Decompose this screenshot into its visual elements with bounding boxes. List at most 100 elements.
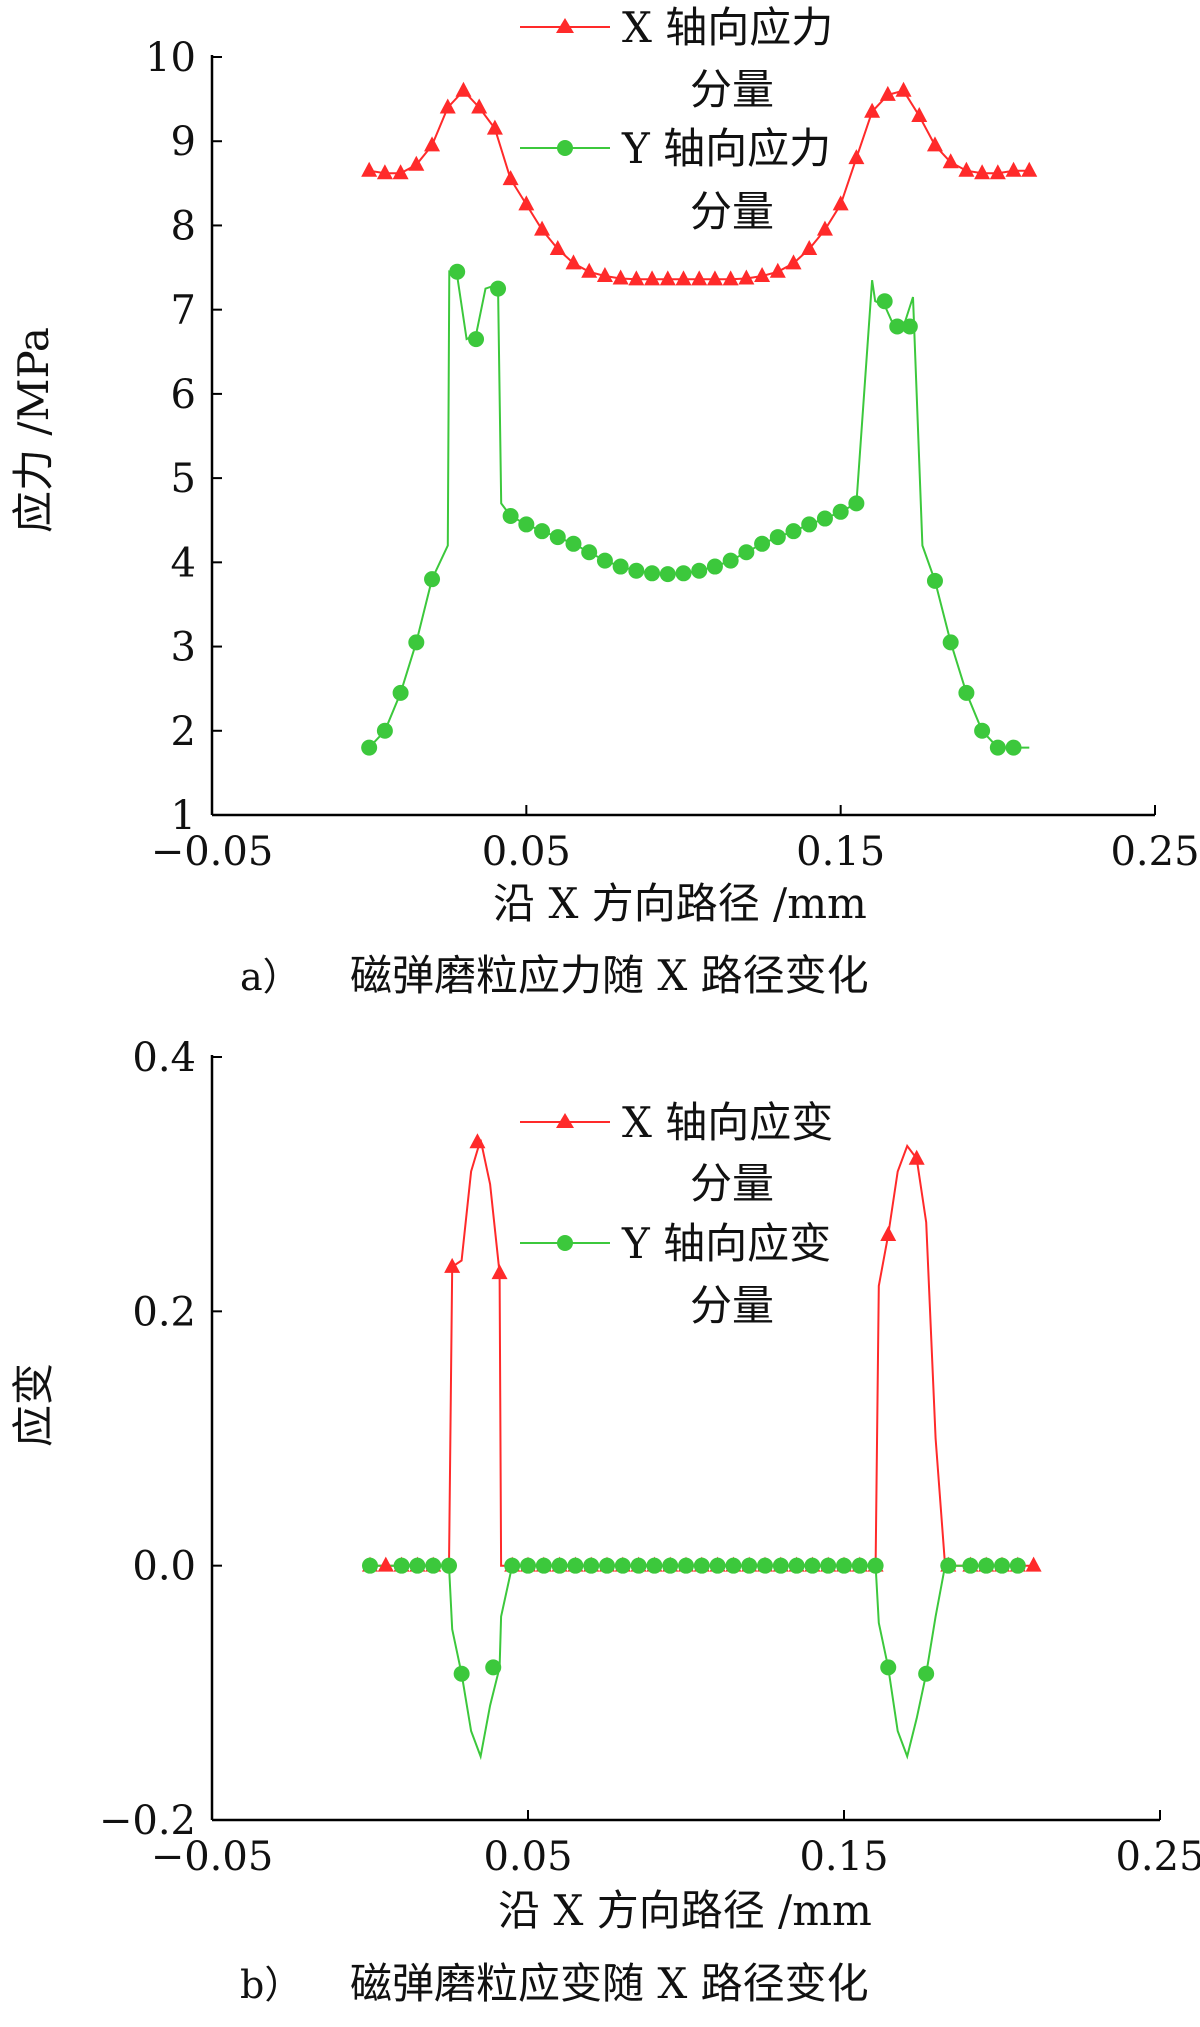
chart-a-point-x (439, 98, 456, 114)
chart-a-point-x (361, 161, 378, 177)
chart-b-point-y (441, 1557, 457, 1574)
chart-b-point-y (614, 1557, 631, 1574)
chart-b-point-y (504, 1557, 521, 1574)
chart-a-point-x (974, 164, 991, 180)
chart-a-ytick-label: 4 (171, 540, 196, 586)
chart-b-ytick-label: 0.4 (132, 1035, 196, 1081)
chart-b-xtick-label: 0.05 (483, 1834, 572, 1880)
chart-a-point-y (659, 566, 676, 583)
chart-b-point-y (836, 1557, 852, 1574)
chart-a-point-x (801, 240, 818, 256)
chart-b-xtick-label: 0.15 (799, 1834, 888, 1880)
chart-a-point-y (722, 552, 739, 569)
chart-b-series-markers (362, 1133, 1042, 1682)
chart-a-series-line-x (369, 89, 1030, 281)
chart-b-point-y (535, 1557, 552, 1574)
chart-a-point-y (876, 293, 893, 310)
chart-a-ytick-label: 2 (171, 709, 196, 755)
chart-a-point-y (408, 634, 425, 651)
chart-b-xlabel: 沿 X 方向路径 /mm (498, 1886, 872, 1935)
chart-a-xtick-label: 0.15 (796, 829, 885, 875)
chart-a-point-x (864, 102, 881, 118)
chart-a-legend-marker-y (557, 140, 573, 156)
chart-b-series-line-y (370, 1564, 1018, 1761)
chart-b-point-y (409, 1557, 426, 1574)
chart-a-point-y (901, 318, 918, 335)
chart-b-caption-label: b） (240, 1963, 302, 2007)
chart-a-point-x (486, 119, 503, 135)
chart-a-point-x (675, 270, 692, 286)
chart-b-point-y (851, 1557, 868, 1574)
chart-b-xtick-label: 0.25 (1115, 1834, 1200, 1880)
chart-b-point-y (820, 1557, 837, 1574)
chart-b-legend-label-y-2: 分量 (690, 1281, 774, 1330)
chart-a-point-y (848, 495, 865, 512)
chart-a-point-y (801, 516, 818, 533)
chart-a-point-x (895, 81, 912, 97)
chart-a-point-y (518, 516, 535, 533)
chart-a-ytick-label: 7 (171, 288, 196, 334)
chart-a-point-y (769, 529, 786, 546)
chart-a-point-y (376, 722, 393, 739)
chart-b-point-y (362, 1557, 378, 1574)
chart-a-legend: X 轴向应力 分量 Y 轴向应力 分量 (520, 3, 833, 236)
chart-a-point-x (502, 170, 519, 186)
chart-a-point-y (628, 562, 645, 579)
chart-a-point-y (565, 535, 582, 552)
chart-a-point-x (659, 270, 676, 286)
chart-a-ytick-label: 10 (145, 35, 196, 81)
chart-a-point-y (785, 523, 802, 540)
chart-b-point-y (646, 1557, 663, 1574)
chart-a-legend-label-x: X 轴向应力 (622, 3, 833, 52)
chart-a-point-y (974, 722, 991, 739)
chart-a: 1 2 3 4 5 6 7 8 9 10 −0.05 0.05 0.15 0.25 X 轴向应力 分量 … (9, 3, 1200, 1000)
chart-a-caption: 磁弹磨粒应力随 X 路径变化 (350, 951, 869, 1000)
chart-b-point-x (880, 1226, 897, 1242)
chart-b-ytick-label: 0.0 (132, 1544, 196, 1590)
chart-a-point-y (816, 510, 833, 527)
chart-b-point-y (709, 1557, 726, 1574)
chart-a-point-x (376, 164, 393, 180)
chart-a-xlabel: 沿 X 方向路径 /mm (493, 879, 867, 928)
chart-a-point-x (612, 269, 629, 285)
chart-b-point-y (725, 1557, 742, 1574)
chart-b-plot-area: −0.2 0.0 0.2 0.4 −0.05 0.05 0.15 0.25 (99, 1035, 1200, 1880)
chart-a-x-ticks: −0.05 0.05 0.15 0.25 (151, 805, 1200, 875)
chart-a-point-x (644, 270, 661, 286)
chart-a-plot-area: 1 2 3 4 5 6 7 8 9 10 −0.05 0.05 0.15 0.25 (145, 35, 1199, 875)
chart-a-xtick-label: 0.05 (482, 829, 571, 875)
chart-a-point-y (754, 535, 771, 552)
chart-b-point-y (630, 1557, 647, 1574)
chart-a-point-y (738, 544, 755, 561)
chart-a-point-x (1021, 161, 1038, 177)
chart-b-point-y (918, 1665, 935, 1682)
chart-a-point-x (581, 262, 598, 278)
chart-a-point-y (926, 572, 943, 589)
chart-b-y-ticks: −0.2 0.0 0.2 0.4 (99, 1035, 222, 1844)
chart-a-legend-label-x-2: 分量 (690, 65, 774, 114)
chart-b-point-y (678, 1557, 694, 1574)
chart-a-point-y (361, 739, 378, 756)
chart-a-point-x (958, 161, 975, 177)
chart-b-point-y (583, 1557, 600, 1574)
chart-a-point-y (889, 318, 906, 335)
chart-a-point-y (706, 558, 723, 575)
chart-a-point-x (942, 153, 959, 169)
chart-a-point-x (471, 98, 488, 114)
chart-b-point-y (994, 1557, 1010, 1574)
chart-a-point-y (1005, 739, 1022, 756)
chart-b-point-x (444, 1257, 461, 1273)
chart-a-point-y (490, 280, 507, 297)
chart-a-point-y (468, 331, 485, 348)
chart-a-point-x (455, 81, 472, 97)
chart-a-point-y (449, 263, 466, 280)
chart-b-legend: X 轴向应变 分量 Y 轴向应变 分量 (520, 1098, 833, 1330)
chart-a-point-x (706, 270, 723, 286)
chart-b-xtick-label: −0.05 (151, 1834, 274, 1880)
chart-a-point-y (832, 503, 849, 520)
chart-a-point-x (754, 266, 771, 282)
chart-a-legend-label-y-2: 分量 (690, 187, 774, 236)
chart-b-point-x (469, 1133, 486, 1149)
chart-a-point-y (691, 562, 708, 579)
chart-a-xtick-label: −0.05 (151, 829, 274, 875)
